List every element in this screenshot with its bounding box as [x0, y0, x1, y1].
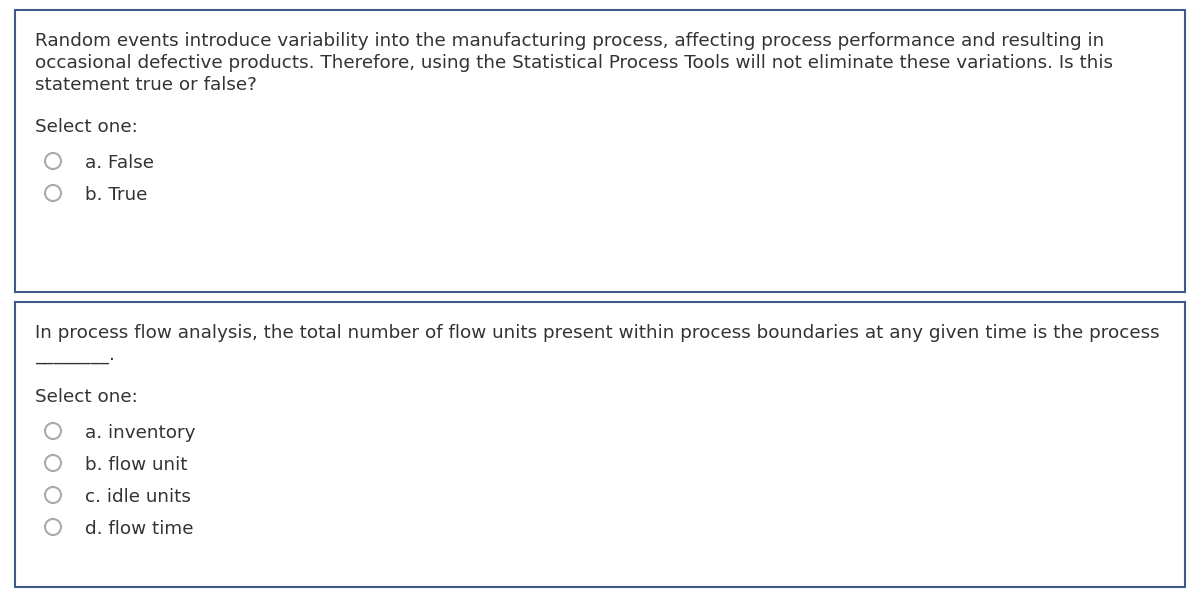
Text: Select one:: Select one: [35, 118, 138, 136]
Text: ________.: ________. [35, 346, 115, 364]
Text: a. False: a. False [85, 154, 154, 172]
Text: c. idle units: c. idle units [85, 488, 191, 506]
Text: d. flow time: d. flow time [85, 520, 193, 538]
Text: b. flow unit: b. flow unit [85, 456, 187, 474]
Text: occasional defective products. Therefore, using the Statistical Process Tools wi: occasional defective products. Therefore… [35, 54, 1114, 72]
FancyBboxPatch shape [14, 10, 1186, 292]
Text: Select one:: Select one: [35, 388, 138, 406]
Text: b. True: b. True [85, 186, 148, 204]
FancyBboxPatch shape [14, 302, 1186, 587]
Text: In process flow analysis, the total number of flow units present within process : In process flow analysis, the total numb… [35, 324, 1159, 342]
Text: statement true or false?: statement true or false? [35, 76, 257, 94]
Text: a. inventory: a. inventory [85, 424, 196, 442]
Text: Random events introduce variability into the manufacturing process, affecting pr: Random events introduce variability into… [35, 32, 1104, 50]
